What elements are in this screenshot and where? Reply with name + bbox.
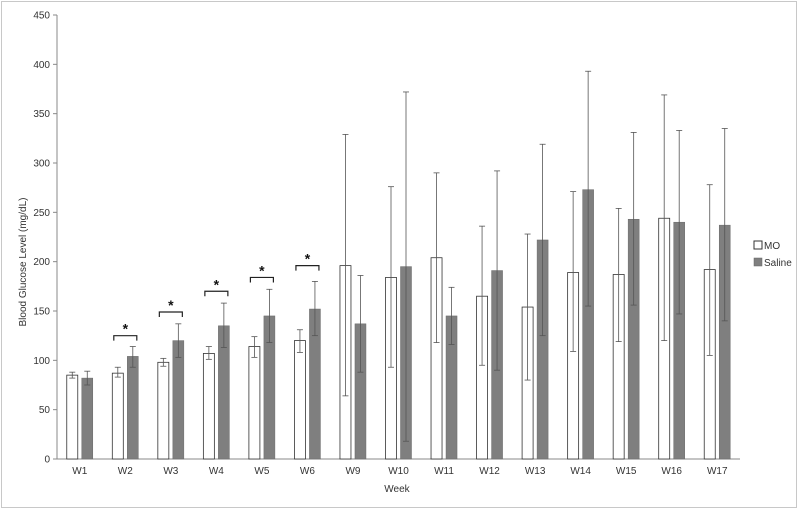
legend-swatch-saline <box>753 257 763 267</box>
significance-bracket <box>204 290 229 297</box>
y-tick-label: 50 <box>39 405 51 416</box>
y-tick-label: 400 <box>33 60 50 71</box>
x-tick-label: W5 <box>254 466 269 477</box>
x-tick-label: W16 <box>661 466 682 477</box>
x-tick-label: W1 <box>72 466 87 477</box>
bar-mo <box>157 361 170 460</box>
legend-label-saline: Saline <box>764 258 792 269</box>
bar-saline <box>172 340 185 460</box>
plot-area: 0 50 100 150 200 250 300 350 400 450 W1 W2 W3 W4 W5 W6 W… <box>33 11 740 477</box>
significance-asterisk: * <box>259 262 265 278</box>
y-tick-label: 350 <box>33 109 50 120</box>
y-tick-label: 450 <box>33 11 50 22</box>
significance-asterisk: * <box>305 251 311 267</box>
bar-mo <box>66 374 79 460</box>
x-tick-label: W15 <box>616 466 637 477</box>
x-tick-label: W6 <box>300 466 315 477</box>
x-tick-label: W14 <box>570 466 591 477</box>
x-axis-title: Week <box>384 484 410 495</box>
legend: MO Saline <box>753 240 792 269</box>
y-tick-label: 200 <box>33 257 50 268</box>
legend-label-mo: MO <box>764 241 780 252</box>
significance-bracket <box>158 311 183 317</box>
significance-asterisk: * <box>168 297 174 313</box>
y-tick-label: 250 <box>33 208 50 219</box>
x-tick-label: W13 <box>525 466 546 477</box>
y-tick-label: 300 <box>33 159 50 170</box>
bar-saline <box>127 356 139 460</box>
bar-mo <box>248 346 261 460</box>
y-tick-label: 150 <box>33 307 50 318</box>
x-tick-label: W10 <box>388 466 409 477</box>
x-tick-label: W11 <box>434 466 454 477</box>
legend-swatch-mo <box>753 240 763 250</box>
bar-mo <box>202 353 215 460</box>
significance-bracket <box>249 276 274 283</box>
x-tick-label: W4 <box>209 466 224 477</box>
bar-mo <box>111 372 124 460</box>
x-tick-label: W3 <box>163 466 178 477</box>
y-tick-label: 0 <box>44 455 50 466</box>
significance-bracket <box>113 335 138 341</box>
significance-asterisk: * <box>123 321 129 337</box>
x-tick-label: W17 <box>707 466 728 477</box>
x-tick-label: W2 <box>118 466 133 477</box>
x-tick-label: W9 <box>345 466 360 477</box>
y-tick-label: 100 <box>33 356 50 367</box>
x-tick-label: W12 <box>479 466 500 477</box>
significance-bracket <box>295 265 320 271</box>
significance-asterisk: * <box>214 276 220 292</box>
y-axis-title: Blood Glucose Level (mg/dL) <box>18 198 29 327</box>
bar-saline <box>81 377 94 460</box>
bar-mo <box>294 340 306 460</box>
